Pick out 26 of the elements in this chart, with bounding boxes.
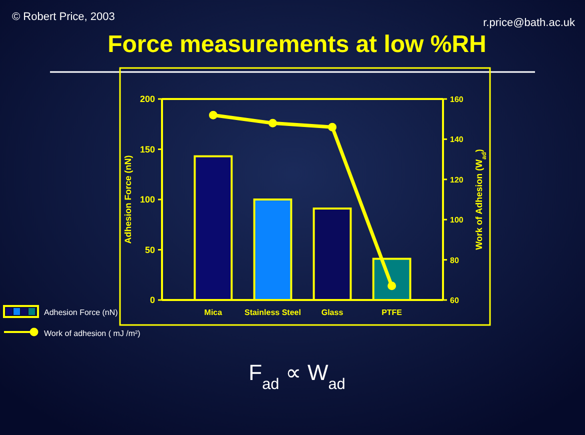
- y2-tick-label: 60: [450, 296, 460, 305]
- chart-title: Force measurements at low %RH: [108, 31, 486, 58]
- y2-tick-label: 100: [450, 216, 464, 225]
- y-tick-label: 150: [140, 144, 155, 154]
- y-tick-label: 100: [140, 194, 155, 204]
- point: [208, 110, 218, 120]
- y-axis-title: Adhesion Force (nN): [123, 155, 133, 244]
- text: r.price@bath.ac.uk: [483, 17, 576, 29]
- y2-tick-label: 120: [450, 175, 464, 184]
- text: F$_{ad}$ ∝ W$_{ad}$: [248, 360, 346, 392]
- y-tick-label: 0: [150, 295, 155, 305]
- y-tick-label: 200: [140, 94, 155, 104]
- point: [268, 118, 277, 128]
- x-tick-label: PTFE: [382, 308, 403, 317]
- point: [388, 282, 396, 290]
- x-tick-label: Mica: [204, 308, 223, 317]
- y2-tick-label: 140: [450, 135, 464, 144]
- legend-label: Work of adhesion ( mJ /m²): [44, 329, 141, 338]
- legend-label: Adhesion Force (nN): [44, 308, 118, 317]
- y2-tick-label: 160: [450, 95, 464, 104]
- point: [328, 122, 337, 132]
- y2-tick-label: 80: [450, 256, 460, 265]
- x-tick-label: Glass: [321, 308, 344, 317]
- y-tick-label: 50: [144, 244, 155, 255]
- text: © Robert Price, 2003: [12, 11, 115, 23]
- x-tick-label: Stainless Steel: [244, 308, 301, 317]
